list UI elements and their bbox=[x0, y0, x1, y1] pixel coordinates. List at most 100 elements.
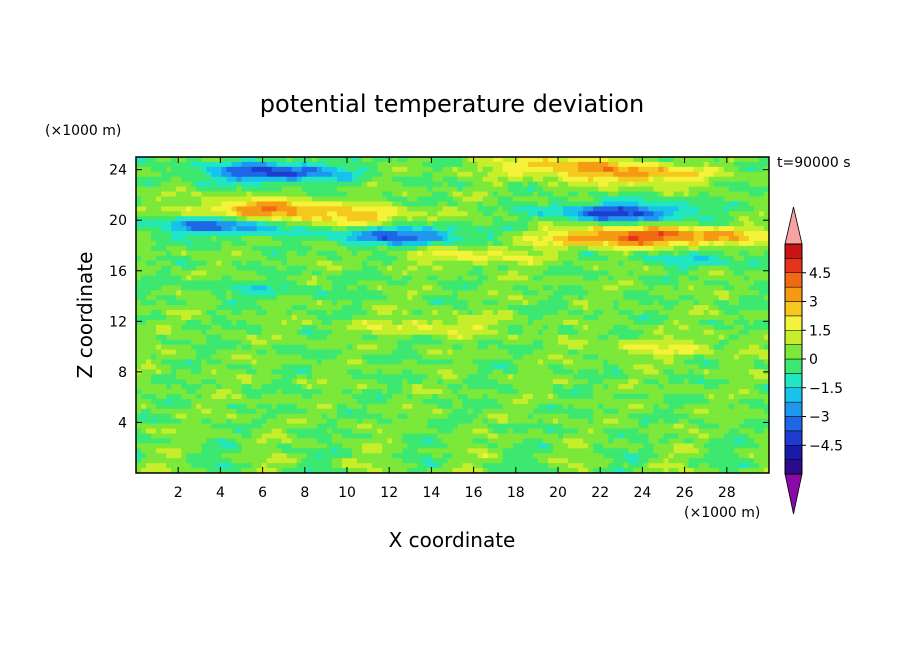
field-cell bbox=[311, 349, 318, 356]
field-cell bbox=[271, 161, 278, 168]
field-cell bbox=[311, 240, 318, 247]
field-cell bbox=[211, 240, 217, 247]
field-cell bbox=[467, 305, 474, 311]
field-cell bbox=[753, 275, 760, 282]
field-cell bbox=[246, 186, 253, 193]
field-cell bbox=[517, 191, 524, 198]
field-cell bbox=[477, 231, 484, 237]
field-cell bbox=[427, 191, 433, 198]
field-cell bbox=[583, 324, 589, 331]
field-cell bbox=[558, 295, 564, 301]
field-cell bbox=[306, 226, 313, 232]
field-cell bbox=[341, 206, 348, 212]
field-cell bbox=[427, 265, 433, 272]
field-cell bbox=[266, 250, 273, 257]
field-cell bbox=[316, 166, 323, 173]
field-cell bbox=[271, 201, 278, 207]
field-cell bbox=[447, 270, 454, 277]
field-cell bbox=[151, 349, 157, 356]
field-cell bbox=[347, 285, 353, 291]
field-cell bbox=[573, 201, 579, 207]
field-cell bbox=[502, 329, 509, 336]
field-cell bbox=[166, 161, 172, 168]
field-cell bbox=[321, 211, 328, 217]
field-cell bbox=[392, 324, 398, 331]
field-cell bbox=[537, 260, 544, 267]
field-cell bbox=[397, 211, 403, 217]
field-cell bbox=[693, 245, 700, 252]
field-cell bbox=[457, 305, 464, 311]
field-cell bbox=[573, 191, 579, 198]
field-cell bbox=[161, 305, 167, 311]
field-cell bbox=[547, 236, 554, 242]
field-cell bbox=[412, 231, 418, 237]
field-cell bbox=[623, 334, 629, 341]
field-cell bbox=[648, 329, 655, 336]
field-cell bbox=[763, 310, 769, 316]
field-cell bbox=[427, 270, 433, 277]
field-cell bbox=[507, 245, 514, 252]
field-cell bbox=[146, 255, 152, 262]
field-cell bbox=[743, 344, 750, 351]
field-cell bbox=[306, 236, 313, 242]
field-cell bbox=[698, 191, 705, 198]
field-cell bbox=[658, 290, 665, 296]
field-cell bbox=[201, 201, 207, 207]
field-cell bbox=[598, 157, 604, 163]
field-cell bbox=[256, 186, 263, 193]
field-cell bbox=[296, 201, 303, 207]
field-cell bbox=[311, 181, 318, 188]
field-cell bbox=[633, 290, 639, 296]
field-cell bbox=[462, 295, 469, 301]
field-cell bbox=[231, 166, 238, 173]
field-cell bbox=[713, 280, 720, 286]
field-cell bbox=[306, 310, 313, 316]
field-cell bbox=[231, 315, 238, 321]
field-cell bbox=[246, 216, 253, 222]
field-cell bbox=[593, 240, 599, 247]
field-cell bbox=[472, 191, 479, 198]
field-cell bbox=[462, 310, 469, 316]
field-cell bbox=[201, 206, 207, 212]
field-cell bbox=[487, 236, 494, 242]
field-cell bbox=[542, 280, 549, 286]
field-cell bbox=[477, 176, 484, 183]
field-cell bbox=[467, 226, 474, 232]
field-cell bbox=[146, 206, 152, 212]
field-cell bbox=[196, 196, 202, 203]
field-cell bbox=[186, 186, 192, 193]
field-cell bbox=[633, 275, 639, 282]
field-cell bbox=[186, 240, 192, 247]
field-cell bbox=[286, 285, 293, 291]
field-cell bbox=[186, 196, 192, 203]
field-cell bbox=[492, 240, 499, 247]
field-cell bbox=[603, 270, 609, 277]
field-cell bbox=[256, 310, 263, 316]
field-cell bbox=[357, 166, 363, 173]
field-cell bbox=[708, 181, 715, 188]
field-cell bbox=[397, 310, 403, 316]
field-cell bbox=[201, 305, 207, 311]
field-cell bbox=[336, 240, 343, 247]
field-cell bbox=[176, 216, 182, 222]
field-cell bbox=[452, 196, 459, 203]
field-cell bbox=[231, 300, 238, 306]
field-cell bbox=[608, 315, 614, 321]
field-cell bbox=[367, 240, 373, 247]
field-cell bbox=[392, 171, 398, 178]
field-cell bbox=[537, 245, 544, 252]
field-cell bbox=[452, 285, 459, 291]
field-cell bbox=[231, 255, 238, 262]
field-cell bbox=[542, 290, 549, 296]
field-cell bbox=[276, 339, 283, 346]
field-cell bbox=[512, 176, 519, 183]
field-cell bbox=[593, 260, 599, 267]
field-cell bbox=[246, 161, 253, 168]
field-cell bbox=[558, 305, 564, 311]
field-cell bbox=[141, 339, 147, 346]
field-cell bbox=[331, 191, 338, 198]
field-cell bbox=[467, 157, 474, 163]
field-cell bbox=[417, 319, 423, 326]
field-cell bbox=[568, 324, 574, 331]
field-cell bbox=[733, 250, 740, 257]
